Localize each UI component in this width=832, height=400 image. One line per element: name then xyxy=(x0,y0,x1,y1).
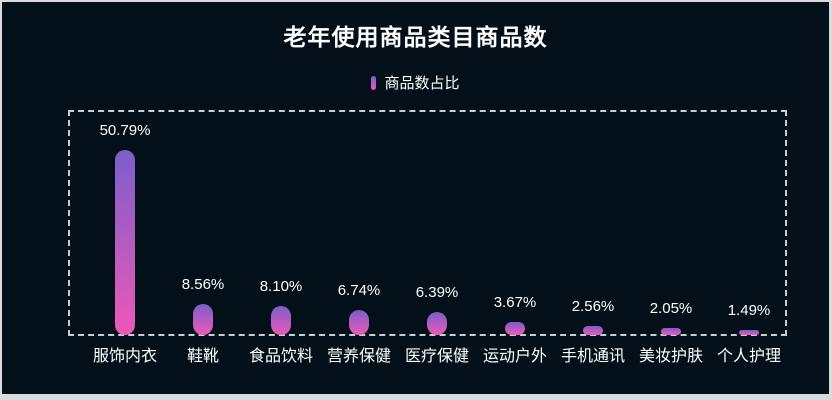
category-label: 个人护理 xyxy=(716,348,781,365)
category-label: 食品饮料 xyxy=(248,348,313,365)
bar-column: 1.49% xyxy=(710,110,788,335)
bar-value-label: 2.56% xyxy=(571,297,615,315)
bar xyxy=(427,311,447,335)
bar-value-label: 8.10% xyxy=(259,277,303,295)
chart-title: 老年使用商品类目商品数 xyxy=(283,24,548,50)
bar-value-label: 1.49% xyxy=(727,301,771,319)
category-label: 运动户外 xyxy=(482,348,547,365)
category-label: 营养保健 xyxy=(326,348,391,365)
plot-area xyxy=(68,110,787,336)
bar xyxy=(661,327,681,335)
bar xyxy=(349,310,369,335)
category-label: 医疗保健 xyxy=(404,348,469,365)
bar-value-label: 8.56% xyxy=(181,275,225,293)
bar-value-label: 3.67% xyxy=(493,293,537,311)
category-label: 美妆护肤 xyxy=(638,348,703,365)
legend[interactable]: 商品数占比 xyxy=(2,72,829,93)
bar xyxy=(505,321,525,335)
bar-value-label: 6.74% xyxy=(337,282,381,300)
bar-column: 8.10% xyxy=(242,110,320,335)
category-label: 鞋靴 xyxy=(186,348,219,365)
bar-column: 50.79% xyxy=(86,110,164,335)
bar-value-label: 50.79% xyxy=(99,122,151,139)
bar-column: 2.05% xyxy=(632,110,710,335)
category-row: 服饰内衣 鞋靴 食品饮料 营养保健 医疗保健 运动户外 手机通讯 美妆护肤 个人护理 xyxy=(86,342,788,366)
bar xyxy=(739,329,759,335)
category-label: 服饰内衣 xyxy=(92,348,157,365)
bar-value-label: 6.39% xyxy=(415,283,459,301)
bar-column: 8.56% xyxy=(164,110,242,335)
bar-value-label: 2.05% xyxy=(649,299,693,317)
chart-panel: 老年使用商品类目商品数 商品数占比 50.79% 8.56% 8.10% 6.74% 6… xyxy=(2,2,829,394)
bar-column: 2.56% xyxy=(554,110,632,335)
category-label: 手机通讯 xyxy=(560,348,625,365)
bar-column: 6.39% xyxy=(398,110,476,335)
bar-column: 3.67% xyxy=(476,110,554,335)
legend-marker-icon xyxy=(371,75,377,90)
bar xyxy=(193,303,213,335)
bar xyxy=(271,305,291,335)
bars-row: 50.79% 8.56% 8.10% 6.74% 6.39% 3.67% 2.56% 2.05… xyxy=(86,110,788,335)
legend-label: 商品数占比 xyxy=(384,75,460,92)
bar xyxy=(583,325,603,335)
bar-column: 6.74% xyxy=(320,110,398,335)
bar xyxy=(115,150,135,335)
